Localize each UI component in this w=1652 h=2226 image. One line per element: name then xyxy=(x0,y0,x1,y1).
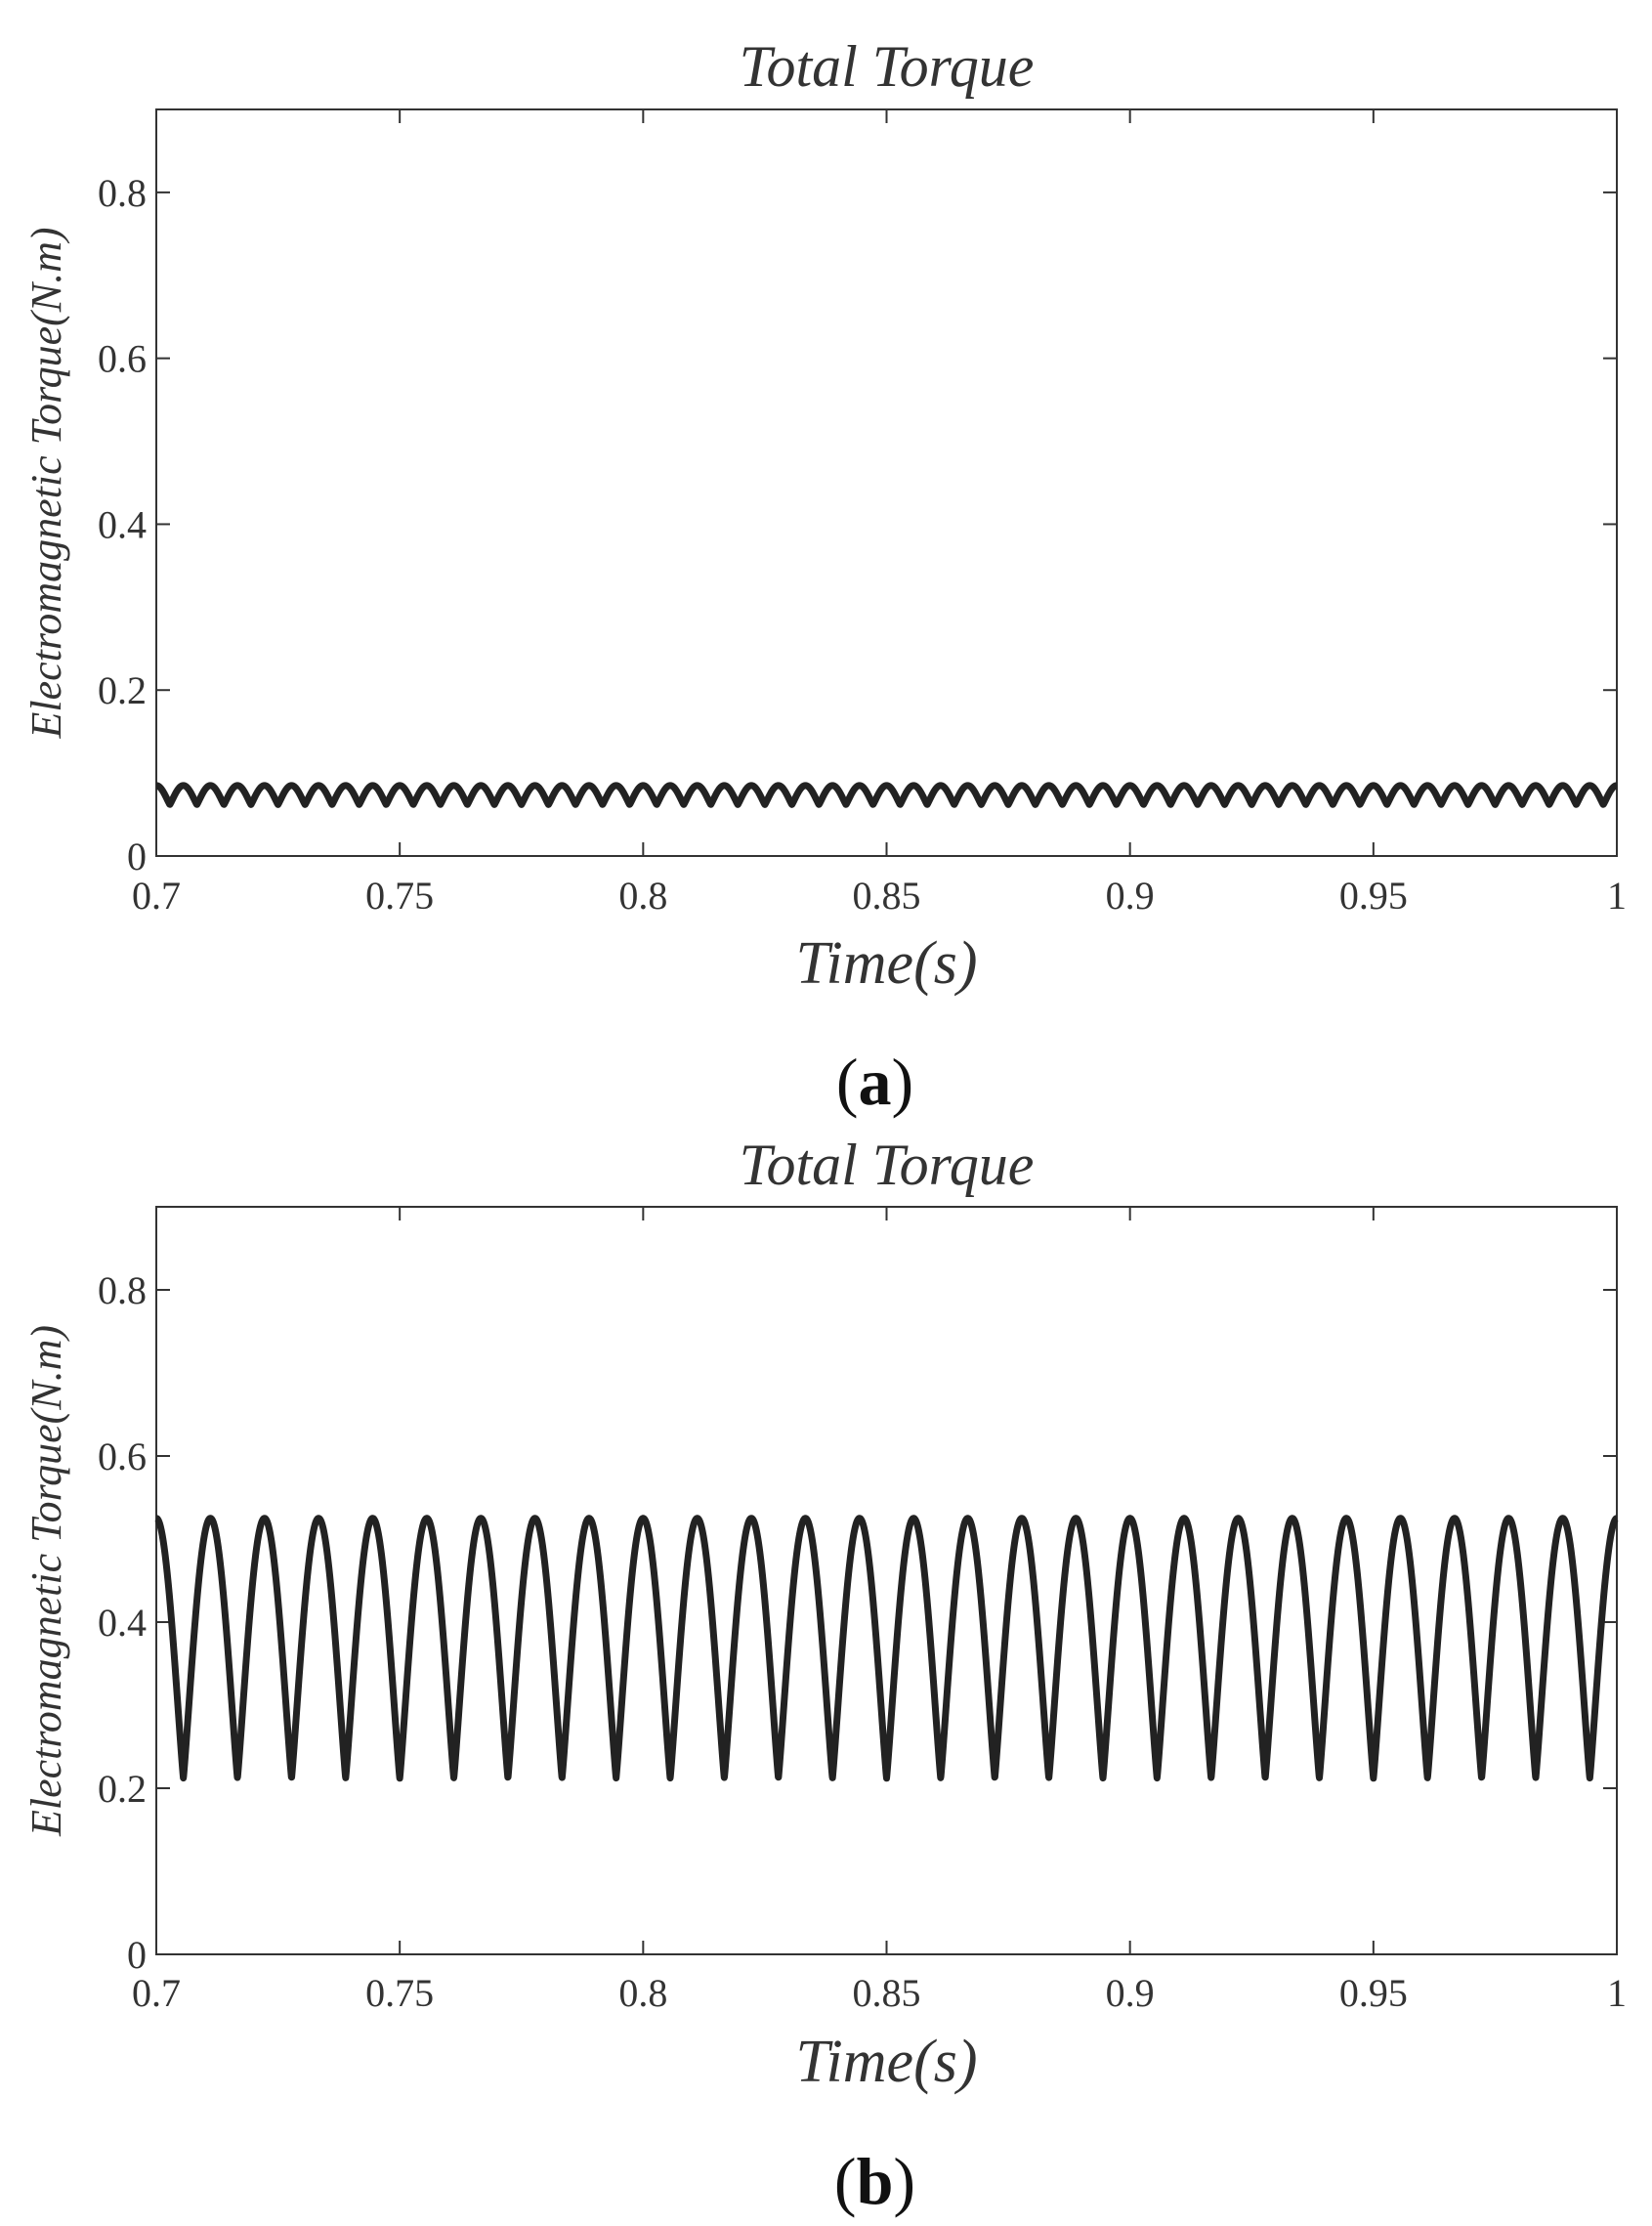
series-line-torque xyxy=(152,782,1621,808)
y-tick-label: 0.6 xyxy=(98,337,147,381)
y-tick-label: 0.8 xyxy=(98,1268,147,1312)
y-tick-label: 0 xyxy=(127,1933,147,1977)
panel-caption: (a) xyxy=(836,1045,913,1119)
x-tick-label: 0.85 xyxy=(853,1971,921,2015)
y-tick-label: 0.2 xyxy=(98,1767,147,1811)
x-axis-label: Time(s) xyxy=(796,930,978,997)
x-tick-label: 0.95 xyxy=(1339,1971,1408,2015)
x-axis-label: Time(s) xyxy=(796,2029,978,2095)
x-tick-label: 0.75 xyxy=(365,874,434,918)
y-tick-label: 0.8 xyxy=(98,171,147,215)
x-tick-label: 1 xyxy=(1607,874,1627,918)
series-line-torque xyxy=(152,1515,1621,1782)
x-tick-label: 0.75 xyxy=(365,1971,434,2015)
y-tick-label: 0.2 xyxy=(98,668,147,712)
plot-area-frame xyxy=(155,108,1618,857)
y-tick-label: 0 xyxy=(127,835,147,878)
chart-title: Total Torque xyxy=(740,34,1035,99)
x-tick-label: 0.95 xyxy=(1339,874,1408,918)
y-tick-label: 0.4 xyxy=(98,502,147,546)
x-tick-label: 1 xyxy=(1607,1971,1627,2015)
y-tick-label: 0.6 xyxy=(98,1434,147,1478)
y-tick-label: 0.4 xyxy=(98,1601,147,1645)
x-tick-label: 0.85 xyxy=(853,874,921,918)
chart-panel-b: 0.7 0.75 0.8 0.85 0.9 0.95 1 0 0.2 0.4 0.6 0.8 Total… xyxy=(22,1133,1627,2218)
x-tick-label: 0.8 xyxy=(618,874,667,918)
y-axis-label: Electromagnetic Torque(N.m) xyxy=(22,227,70,739)
x-tick-label: 0.9 xyxy=(1106,1971,1155,2015)
chart-title: Total Torque xyxy=(740,1133,1035,1197)
plot-area-frame xyxy=(155,1206,1618,1955)
x-tick-label: 0.8 xyxy=(618,1971,667,2015)
x-tick-label: 0.7 xyxy=(132,1971,181,2015)
x-tick-label: 0.9 xyxy=(1106,874,1155,918)
chart-panel-a: 0.7 0.75 0.8 0.85 0.9 0.95 1 0 0.2 0.4 0.6 0.8 Total… xyxy=(22,34,1627,1119)
x-tick-label: 0.7 xyxy=(132,874,181,918)
panel-caption: (b) xyxy=(834,2144,915,2218)
y-axis-label: Electromagnetic Torque(N.m) xyxy=(22,1325,70,1837)
